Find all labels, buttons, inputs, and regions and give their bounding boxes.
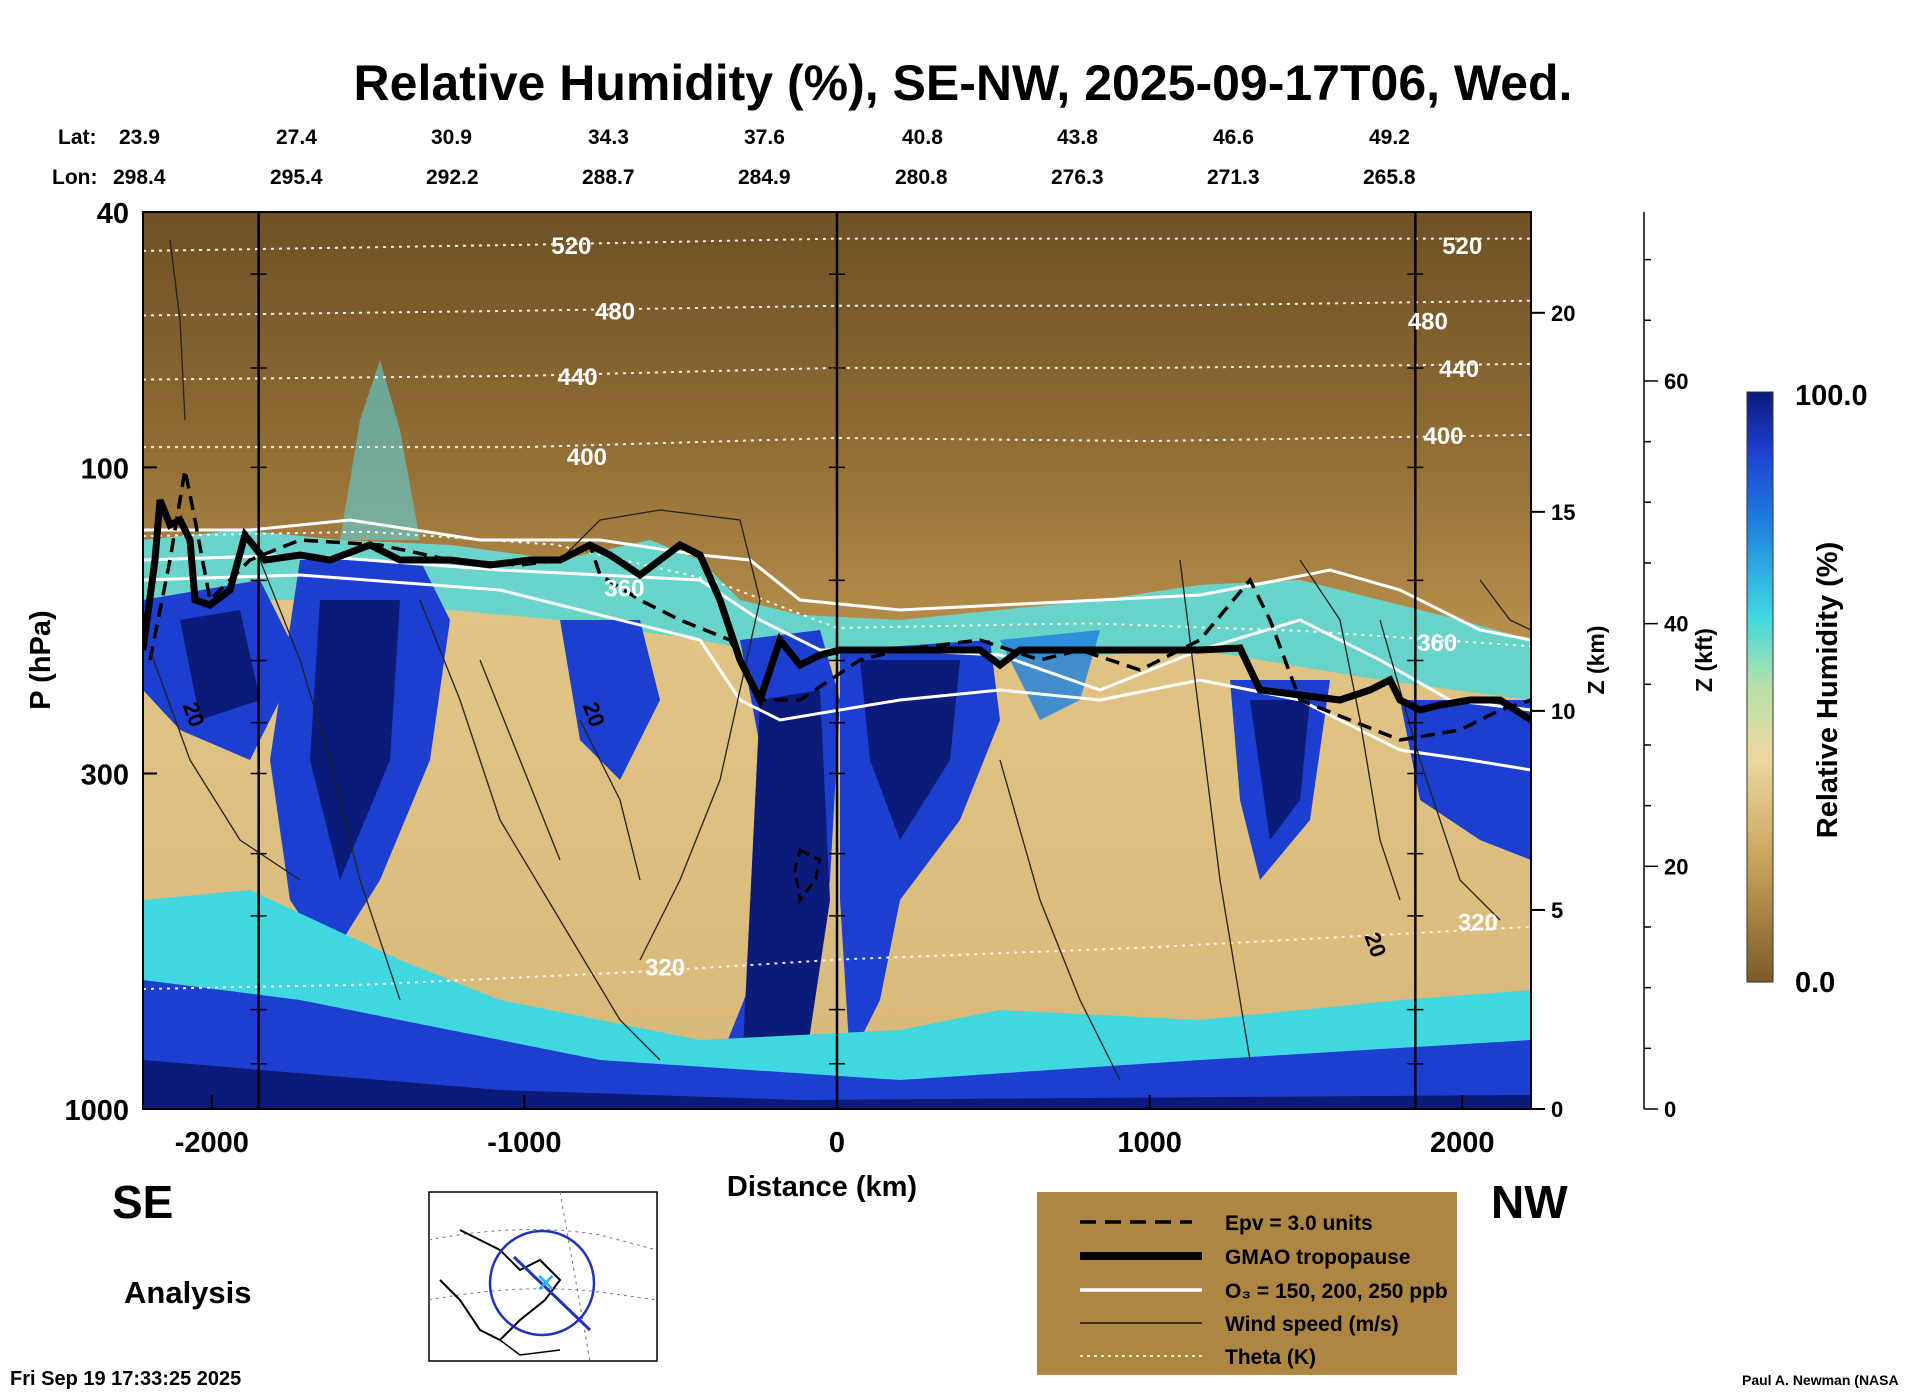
z-kft-tick-label: 20	[1664, 854, 1688, 879]
credit: Paul A. Newman (NASA	[1742, 1372, 1899, 1388]
z-km-tick-label: 0	[1551, 1097, 1563, 1122]
lon-value: 271.3	[1207, 166, 1260, 189]
z-kft-tick-label: 40	[1664, 612, 1688, 637]
legend-label: Wind speed (m/s)	[1225, 1313, 1399, 1336]
lon-value: 280.8	[895, 166, 948, 189]
legend-label: Epv = 3.0 units	[1225, 1212, 1373, 1235]
theta-labels: 520 520 480 480 440 440 400 400 360 360 320 320	[551, 233, 1498, 982]
chart-title: Relative Humidity (%), SE-NW, 2025-09-17…	[353, 55, 1573, 111]
y-tick-label: 40	[97, 198, 129, 230]
x-axis: -2000 -1000 0 1000 2000	[175, 1095, 1495, 1159]
lon-value: 298.4	[113, 166, 166, 189]
section-lines	[250, 212, 1424, 1109]
lat-value: 30.9	[431, 126, 472, 149]
theta-label: 480	[595, 299, 635, 326]
lat-value: 49.2	[1369, 126, 1410, 149]
legend-label: O₃ = 150, 200, 250 ppb	[1225, 1280, 1448, 1303]
z-kft-tick-label: 60	[1664, 369, 1688, 394]
x-tick-label: -1000	[487, 1127, 561, 1159]
colorbar	[1746, 391, 1774, 983]
colorbar-min-label: 0.0	[1795, 967, 1835, 999]
tropopause-line	[143, 498, 1531, 723]
z-km-tick-label: 10	[1551, 699, 1575, 724]
z-kft-label: Z (kft)	[1691, 628, 1717, 692]
z-km-tick-label: 15	[1551, 500, 1575, 525]
lon-value: 276.3	[1051, 166, 1104, 189]
x-tick-label: 1000	[1117, 1127, 1182, 1159]
theta-label: 480	[1408, 308, 1448, 335]
lat-value: 40.8	[902, 126, 943, 149]
lat-value: 43.8	[1057, 126, 1098, 149]
theta-label: 320	[1458, 909, 1498, 936]
legend-label: Theta (K)	[1225, 1346, 1316, 1369]
analysis-label: Analysis	[124, 1275, 252, 1310]
timestamp: Fri Sep 19 17:33:25 2025	[10, 1368, 242, 1390]
z-km-tick-label: 5	[1551, 898, 1563, 923]
lat-value: 37.6	[744, 126, 785, 149]
x-axis-label: Distance (km)	[727, 1171, 917, 1203]
lat-value: 27.4	[276, 126, 317, 149]
legend-label: GMAO tropopause	[1225, 1246, 1411, 1269]
lon-value: 288.7	[582, 166, 635, 189]
theta-contours	[142, 237, 1532, 990]
theta-label: 400	[567, 444, 607, 471]
x-tick-label: 2000	[1430, 1127, 1495, 1159]
theta-label: 520	[1442, 233, 1482, 260]
lat-label: Lat:	[58, 126, 97, 149]
map-center-marker-icon: ✕	[535, 1268, 557, 1298]
z-km-label: Z (km)	[1583, 626, 1609, 695]
lon-value: 265.8	[1363, 166, 1416, 189]
inset-map: ✕	[428, 1191, 658, 1362]
z-km-axis: 0 5 10 15 20	[1531, 301, 1575, 1122]
theta-label: 360	[1417, 630, 1457, 657]
z-km-tick-label: 20	[1551, 301, 1575, 326]
colorbar-title: Relative Humidity (%)	[1812, 542, 1844, 839]
theta-label: 440	[1439, 356, 1479, 383]
theta-label: 320	[645, 955, 685, 982]
colorbar-max-label: 100.0	[1795, 380, 1868, 412]
y-tick-label: 1000	[64, 1095, 129, 1127]
z-kft-axis: 0 20 40 60	[1643, 212, 1688, 1122]
wind-speed-contours	[149, 239, 1531, 1081]
lon-value: 292.2	[426, 166, 479, 189]
lat-value: 46.6	[1213, 126, 1254, 149]
theta-label: 520	[551, 233, 591, 260]
y-axis: 40 100 300 1000	[64, 198, 157, 1127]
theta-contour	[142, 925, 1532, 990]
se-label: SE	[112, 1176, 174, 1228]
x-tick-label: 0	[829, 1127, 845, 1159]
nw-label: NW	[1491, 1176, 1568, 1228]
lon-value: 284.9	[738, 166, 791, 189]
lon-label: Lon:	[52, 166, 98, 189]
y-tick-label: 100	[81, 453, 129, 485]
y-axis-label: P (hPa)	[25, 610, 57, 709]
theta-label: 360	[604, 576, 644, 603]
theta-label: 400	[1423, 423, 1463, 450]
lat-value: 34.3	[588, 126, 629, 149]
lat-value: 23.9	[119, 126, 160, 149]
theta-label: 440	[558, 364, 598, 391]
theta-contour	[142, 530, 1532, 648]
y-tick-label: 300	[81, 759, 129, 791]
z-kft-tick-label: 0	[1664, 1097, 1676, 1122]
x-tick-label: -2000	[175, 1127, 249, 1159]
lon-value: 295.4	[270, 166, 323, 189]
